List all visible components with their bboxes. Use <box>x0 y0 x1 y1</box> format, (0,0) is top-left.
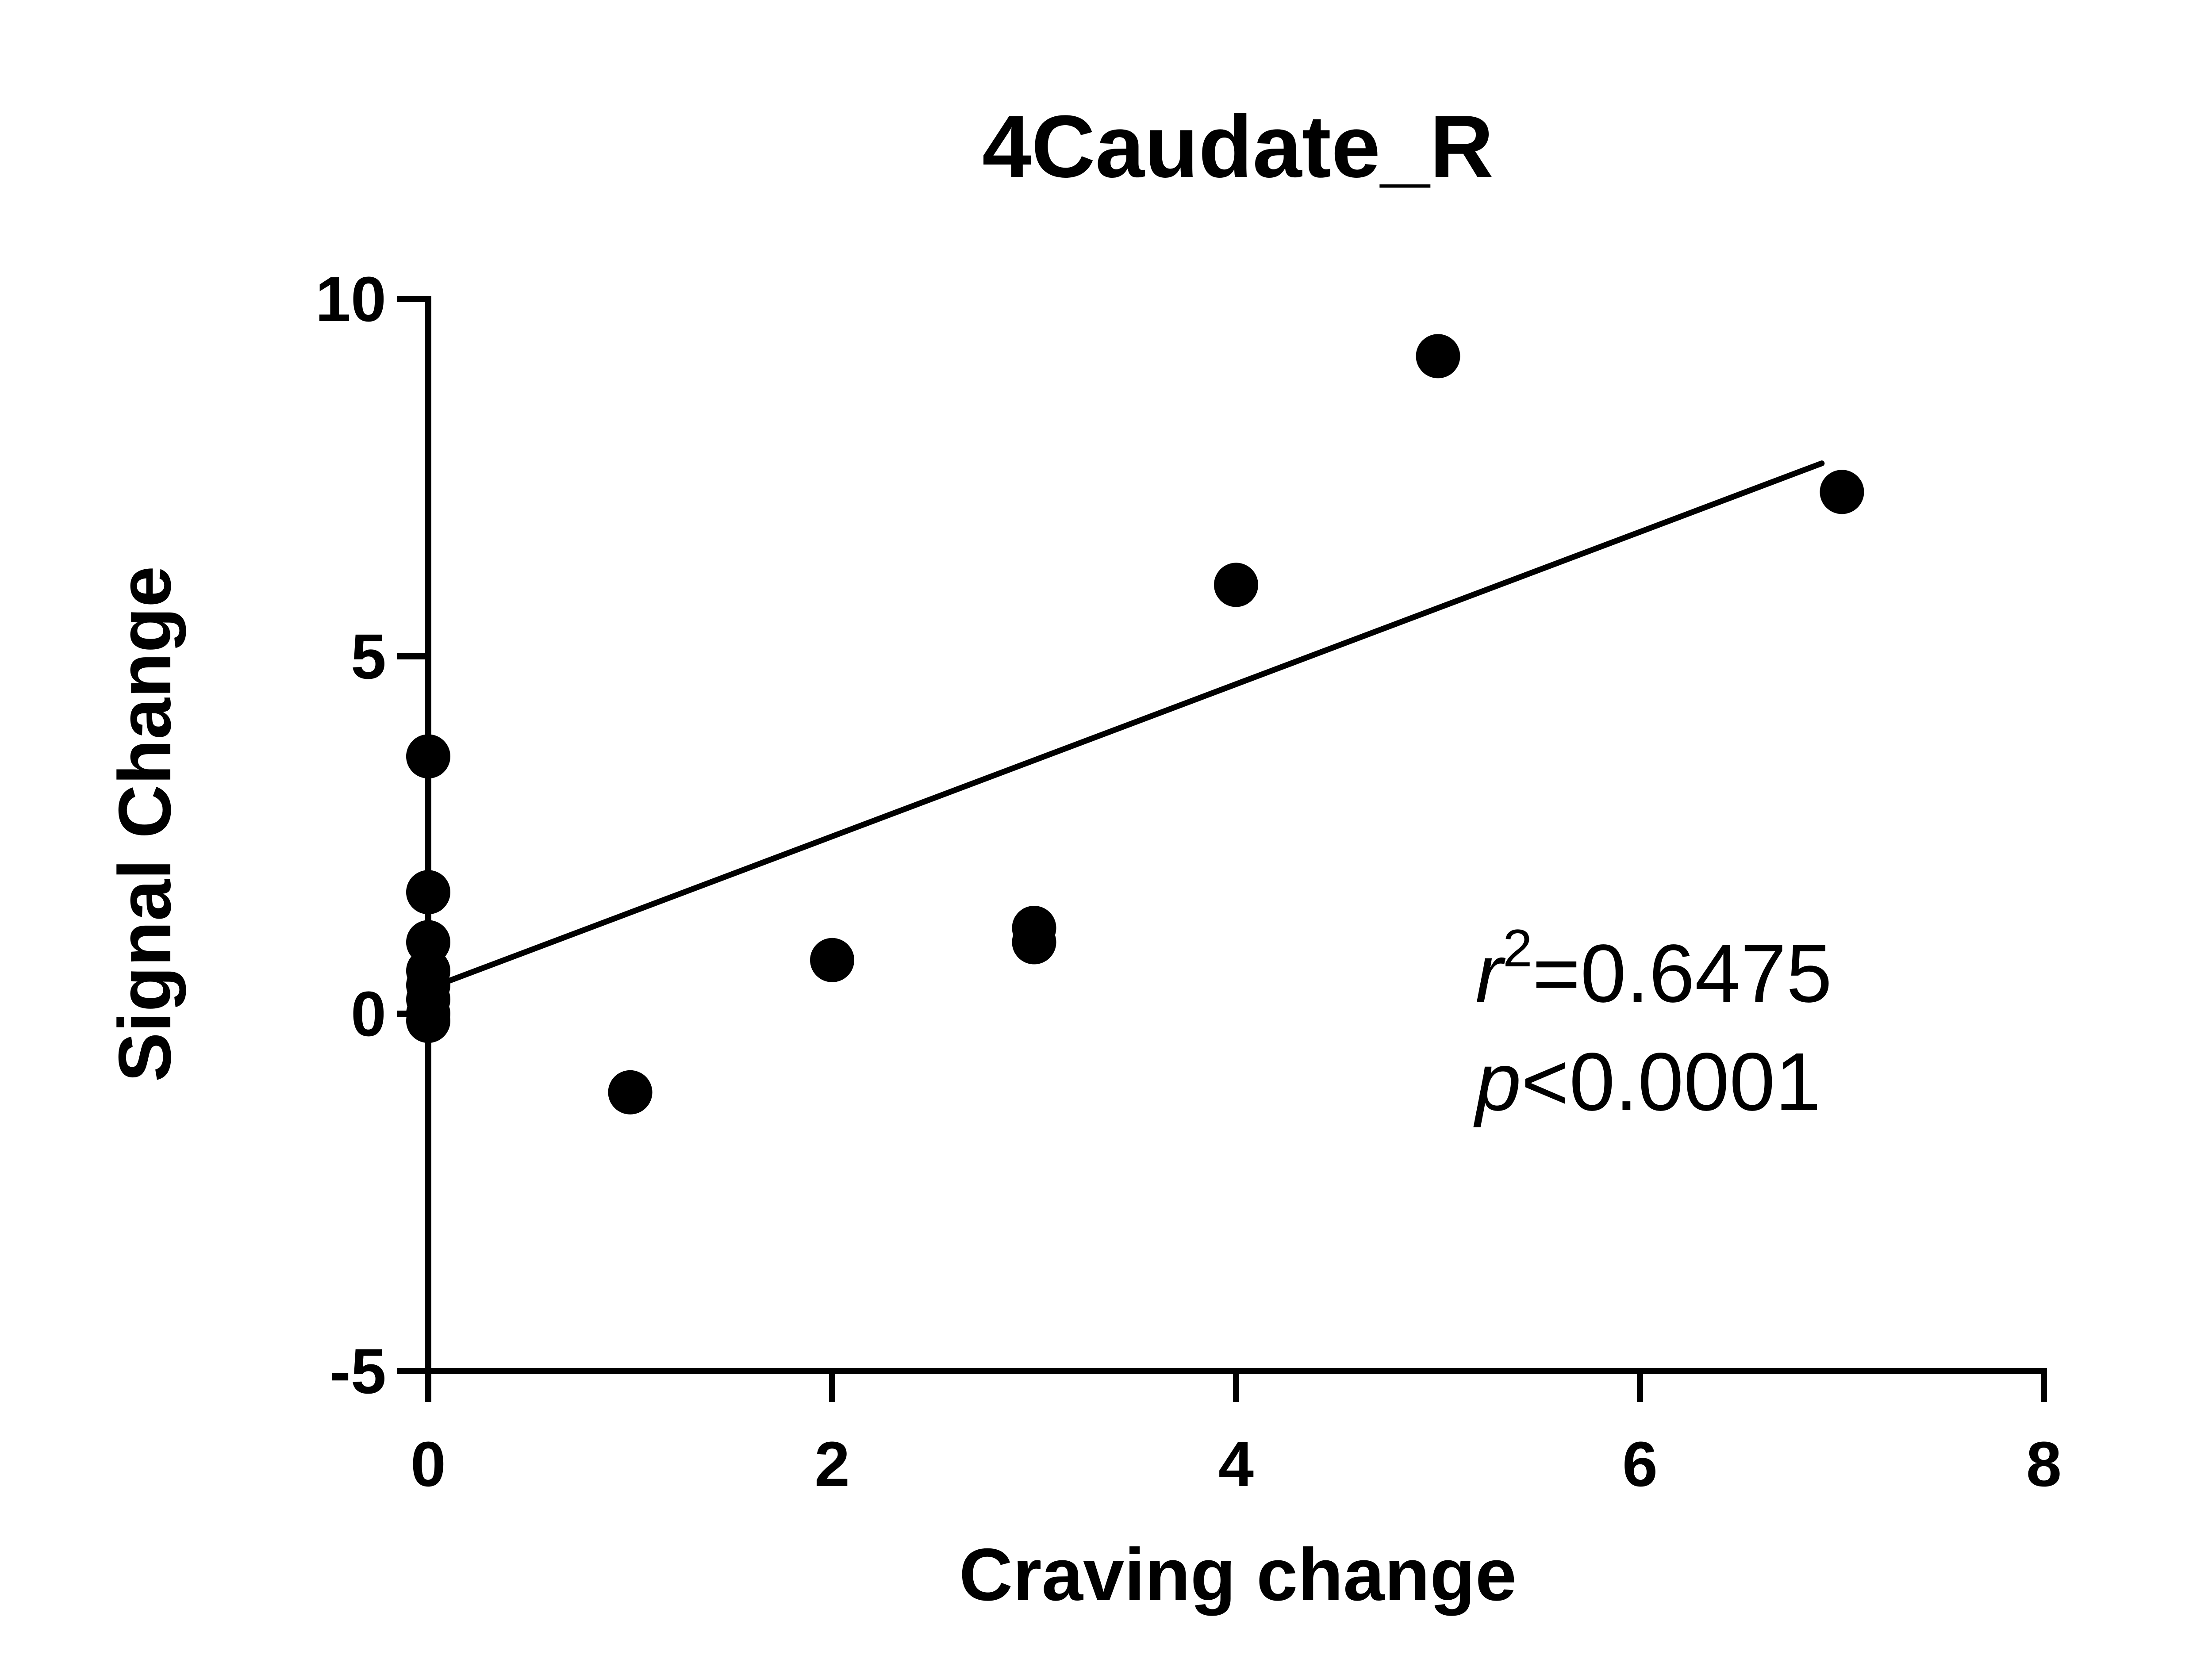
x-tick-label: 8 <box>2026 1429 2062 1500</box>
y-tick-label: 0 <box>351 978 386 1050</box>
x-tick-label: 4 <box>1218 1429 1254 1500</box>
fit-line <box>425 460 1825 992</box>
data-point <box>406 734 450 779</box>
p-symbol: p <box>1473 1036 1521 1128</box>
y-tick-label: 5 <box>351 621 386 692</box>
data-point <box>608 1070 653 1115</box>
y-tick-label: 10 <box>315 264 386 335</box>
chart-title: 4Caudate_R <box>982 97 1494 196</box>
r-superscript: 2 <box>1503 919 1532 978</box>
y-tick-label: -5 <box>330 1336 386 1407</box>
data-point <box>406 999 450 1043</box>
x-tick-label: 0 <box>411 1429 446 1500</box>
y-axis-label: Signal Change <box>103 566 186 1082</box>
r-squared-value: =0.6475 <box>1532 928 1832 1019</box>
r-squared-text: r2=0.6475 <box>1475 919 1832 1019</box>
data-point <box>1012 920 1056 965</box>
x-tick-label: 2 <box>814 1429 850 1500</box>
regression <box>425 460 1825 992</box>
x-tick-label: 6 <box>1622 1429 1658 1500</box>
x-axis-label: Craving change <box>959 1533 1517 1616</box>
r-symbol: r <box>1475 928 1506 1019</box>
data-point <box>1214 563 1258 607</box>
data-point <box>406 870 450 915</box>
data-point <box>1416 334 1460 379</box>
data-point <box>1820 470 1864 514</box>
data-points <box>406 334 1864 1115</box>
statistics-annotation: r2=0.6475 p<0.0001 <box>1473 919 1832 1128</box>
p-value-text: p<0.0001 <box>1473 1036 1821 1128</box>
ticks: 0 2 4 6 8 -5 0 5 10 <box>315 264 2062 1500</box>
data-point <box>810 938 854 982</box>
p-value: <0.0001 <box>1521 1036 1821 1128</box>
